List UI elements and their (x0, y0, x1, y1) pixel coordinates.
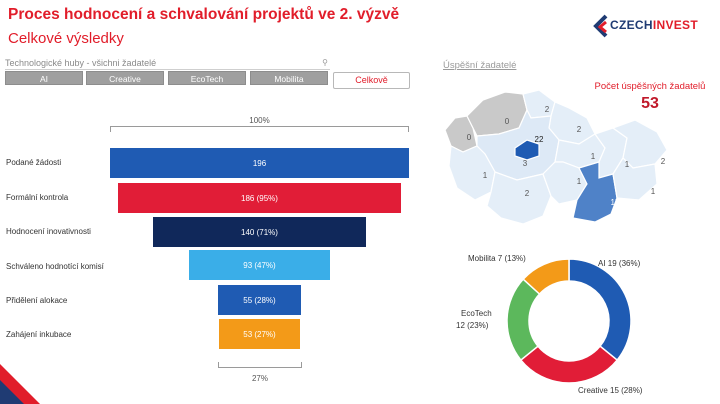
pin-icon[interactable]: ⚲ (322, 58, 328, 67)
region-value-jihocesky: 2 (525, 189, 530, 198)
donut-label-creative: Creative 15 (28%) (578, 386, 643, 395)
donut-slice-mobilita[interactable] (522, 258, 570, 296)
region-value-zlinsky: 1 (651, 187, 656, 196)
logo-text: CZECHINVEST (610, 18, 698, 32)
funnel-bar-inkubace: 53 (27%) (219, 319, 300, 349)
stage-label-formalni: Formální kontrola (6, 193, 69, 202)
stage-label-podane: Podané žádosti (6, 158, 62, 167)
stage-label-komise: Schváleno hodnotící komisí (6, 262, 104, 271)
region-value-liberecky: 2 (545, 105, 550, 114)
hub-donut-chart: AI 19 (36%) Creative 15 (28%) EcoTech 12… (456, 254, 643, 395)
donut-label-ecotech-value: 12 (23%) (456, 321, 489, 330)
region-value-stredocesky: 3 (523, 159, 528, 168)
kpi-value: 53 (641, 95, 659, 112)
page-subtitle: Celkové výsledky (8, 30, 124, 47)
funnel-bottom-percent: 27% (251, 374, 268, 383)
funnel-top-bracket (110, 126, 409, 132)
filter-button-creative[interactable]: Creative (86, 71, 164, 85)
donut-label-mobilita: Mobilita 7 (13%) (468, 254, 526, 263)
funnel-bottom-bracket (218, 362, 302, 368)
stage-label-inkubace: Zahájení inkubace (6, 330, 72, 339)
funnel-bar-podane: 196 (110, 148, 409, 178)
corner-decoration (0, 364, 40, 404)
czech-regions-map: 0 0 2 22 2 3 1 1 1 2 1 2 15 1 (444, 89, 668, 225)
region-jihocesky[interactable] (486, 171, 552, 225)
region-value-praha: 22 (535, 135, 544, 144)
funnel-bar-inovativnost: 140 (71%) (152, 217, 367, 247)
page-title: Proces hodnocení a schvalování projektů … (8, 6, 400, 23)
czechinvest-logo: CZECHINVEST (592, 14, 712, 40)
funnel-bar-komise: 93 (47%) (188, 250, 331, 280)
stage-label-alokace: Přidělení alokace (6, 296, 68, 305)
region-praha[interactable] (514, 139, 540, 161)
donut-label-ecotech: EcoTech (461, 309, 492, 318)
region-value-ustecky: 0 (505, 117, 510, 126)
region-value-vysocina: 1 (577, 177, 582, 186)
hub-filter-label: Technologické huby - všichni žadatelé ⚲ (5, 58, 330, 70)
region-value-pardubicky: 1 (591, 152, 596, 161)
donut-slice-ecotech[interactable] (506, 278, 541, 362)
filter-button-celkove[interactable]: Celkově (333, 72, 410, 89)
region-value-karlovarsky: 0 (467, 133, 472, 142)
filter-button-ai[interactable]: AI (5, 71, 83, 85)
funnel-bar-formalni: 186 (95%) (117, 183, 402, 213)
region-zlinsky[interactable] (612, 157, 658, 201)
stage-label-inovativnost: Hodnocení inovativnosti (6, 227, 91, 236)
region-value-plzensky: 1 (483, 171, 488, 180)
region-value-jihomoravsky: 15 (611, 198, 620, 207)
region-value-olomoucky: 1 (625, 160, 630, 169)
filter-button-ecotech[interactable]: EcoTech (168, 71, 246, 85)
region-value-moravskoslezsky: 2 (661, 157, 666, 166)
donut-label-ai: AI 19 (36%) (598, 259, 641, 268)
donut-slice-ai[interactable] (568, 258, 632, 362)
kpi-label: Počet úspěšných žadatelů (594, 81, 706, 92)
region-value-kralovehradecky: 2 (577, 125, 582, 134)
funnel-top-percent: 100% (249, 116, 270, 125)
successful-applicants-link[interactable]: Úspěšní žadatelé (443, 60, 517, 71)
logo-mark-icon (593, 14, 608, 38)
donut-slice-creative[interactable] (519, 345, 619, 384)
filter-button-mobilita[interactable]: Mobilita (250, 71, 328, 85)
funnel-bar-alokace: 55 (28%) (217, 285, 302, 315)
